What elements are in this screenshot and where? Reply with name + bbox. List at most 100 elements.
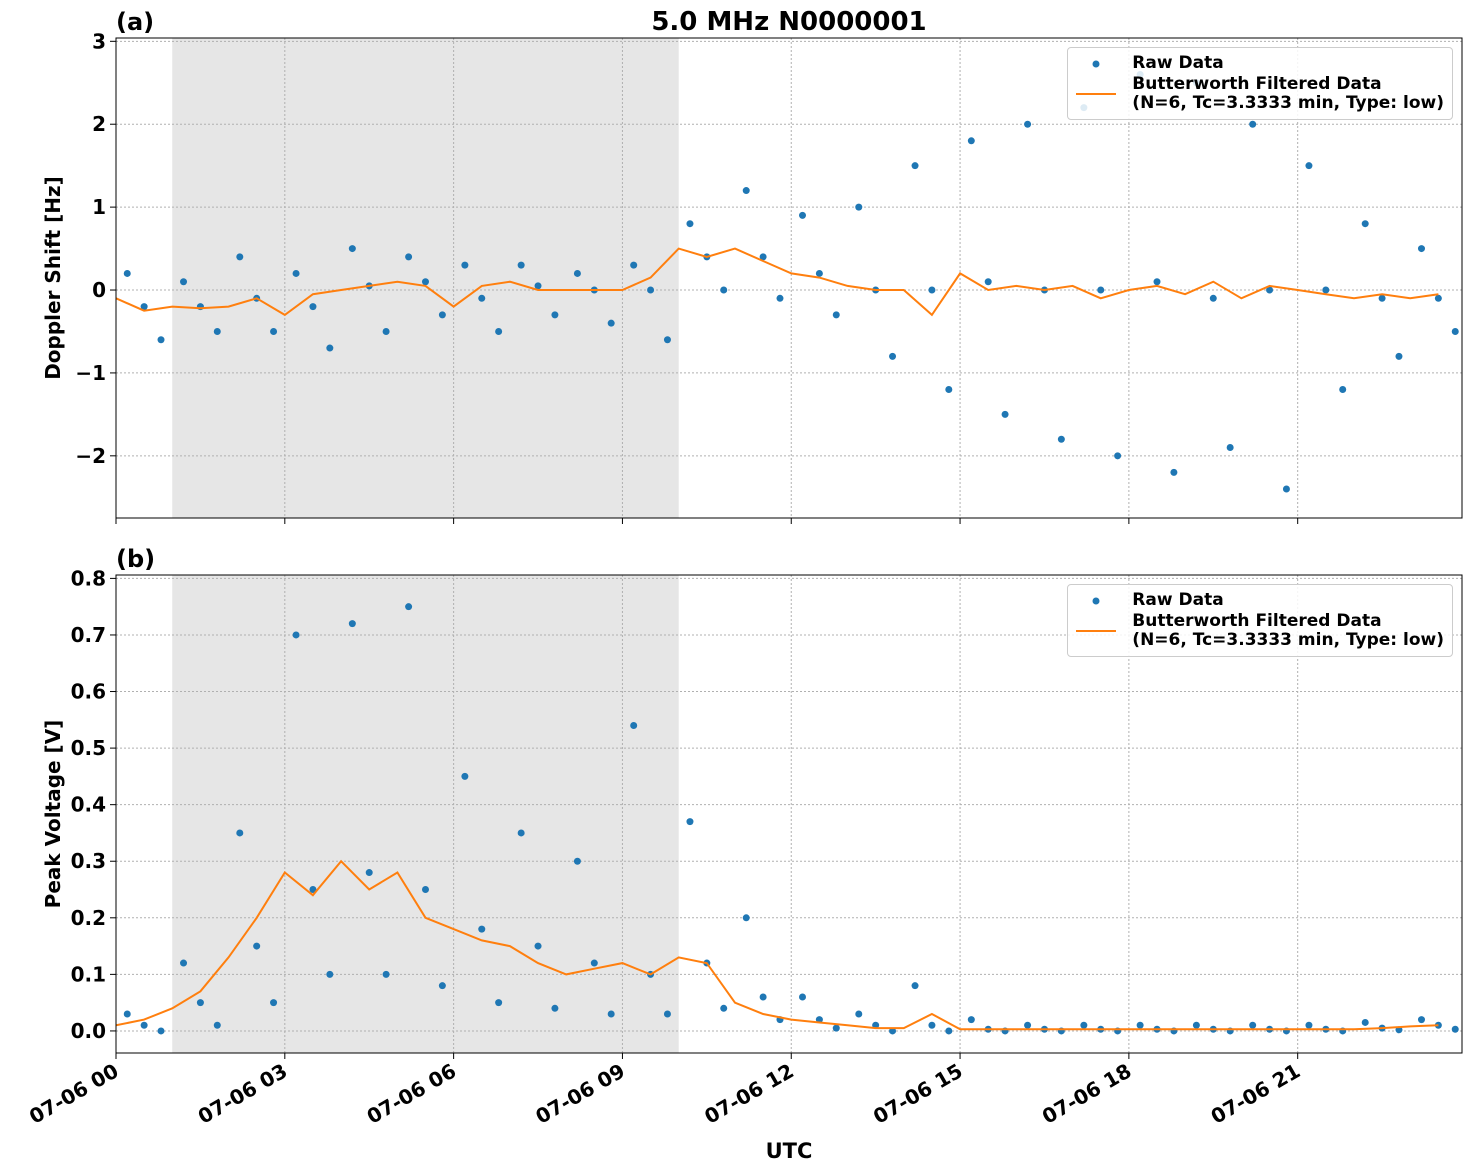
legend-entry: Raw Data [1074,591,1444,610]
raw-point [573,857,581,865]
raw-point [1266,286,1274,294]
raw-point [478,925,486,933]
raw-point [180,959,188,967]
raw-point [663,1010,671,1018]
y-tick-label: 0 [92,278,106,302]
raw-point [945,1027,953,1035]
raw-point [911,982,919,990]
raw-point [309,886,317,894]
legend-key [1092,60,1100,68]
raw-point [573,269,581,277]
raw-point [607,319,615,327]
raw-point [720,1004,728,1012]
raw-point [647,286,655,294]
raw-point [405,603,413,611]
raw-point [236,829,244,837]
legend-label: Raw Data [1132,590,1224,610]
raw-point [213,327,221,335]
raw-point [742,187,750,195]
y-tick-label: −1 [75,361,106,385]
x-tick-label: 07-06 21 [1207,1059,1305,1129]
raw-point [123,1010,131,1018]
legend-label: Butterworth Filtered Data (N=6, Tc=3.333… [1132,74,1444,113]
x-tick-label: 07-06 00 [25,1059,123,1129]
raw-point [855,1010,863,1018]
raw-point [928,1021,936,1029]
filtered-line [116,859,1439,1031]
raw-point [1057,435,1065,443]
raw-point [326,970,334,978]
raw-point [348,620,356,628]
raw-point [213,1021,221,1029]
raw-point [1249,1021,1257,1029]
raw-point [551,311,559,319]
raw-point [967,1016,975,1024]
raw-point [405,253,413,261]
raw-point [140,303,148,311]
raw-point [421,886,429,894]
legend-label: Butterworth Filtered Data (N=6, Tc=3.333… [1132,611,1444,650]
raw-point [607,1010,615,1018]
raw-point [742,914,750,922]
legend-entry: Raw Data [1074,54,1444,73]
raw-point [799,993,807,1001]
raw-point [1395,352,1403,360]
raw-point [517,829,525,837]
raw-point [1451,327,1459,335]
raw-point [663,336,671,344]
raw-point [1170,468,1178,476]
raw-point [889,352,897,360]
y-tick-label: 0.8 [71,566,106,590]
y-tick-label: 0.4 [71,793,106,817]
legend: Raw Data Butterworth Filtered Data (N=6, … [1067,47,1453,120]
raw-point [534,942,542,950]
raw-point [1136,1021,1144,1029]
legend-key [1076,630,1117,632]
x-tick-label: 07-06 18 [1038,1059,1136,1129]
x-tick-label: 07-06 09 [531,1059,629,1129]
y-tick-label: 0.1 [71,962,106,986]
raw-point [382,970,390,978]
raw-point [1097,286,1105,294]
raw-point [365,869,373,877]
raw-point [855,203,863,211]
raw-point [1322,286,1330,294]
x-tick-label: 07-06 03 [194,1059,292,1129]
raw-point [270,999,278,1007]
x-axis-label: UTC [766,1139,813,1163]
raw-point [551,1004,559,1012]
shaded-span [172,38,679,518]
raw-point [421,278,429,286]
y-tick-label: 0.0 [71,1019,106,1043]
axes-frame [115,574,1463,1054]
plot-area [116,603,1459,1035]
x-tick-label: 07-06 12 [700,1059,798,1129]
raw-point [1282,485,1290,493]
y-axis-label: Doppler Shift [Hz] [41,176,65,380]
raw-point [292,269,300,277]
legend-marker [1092,60,1100,68]
shaded-span [172,575,679,1053]
raw-point [236,253,244,261]
raw-point [1361,1018,1369,1026]
raw-point [590,959,598,967]
raw-point [686,220,694,228]
raw-point [1305,1021,1313,1029]
y-tick-label: 1 [92,195,106,219]
raw-point [1361,220,1369,228]
raw-point [1434,294,1442,302]
raw-point [140,1021,148,1029]
legend-marker [1092,597,1100,605]
legend-key [1076,93,1117,95]
raw-point [1153,278,1161,286]
legend: Raw Data Butterworth Filtered Data (N=6, … [1067,584,1453,657]
raw-point [832,1024,840,1032]
filtered-line [116,247,1439,317]
x-tick-label: 07-06 06 [363,1059,461,1129]
y-tick-label: 3 [92,29,106,53]
raw-point [157,1027,165,1035]
legend-key [1092,597,1100,605]
raw-point [382,327,390,335]
